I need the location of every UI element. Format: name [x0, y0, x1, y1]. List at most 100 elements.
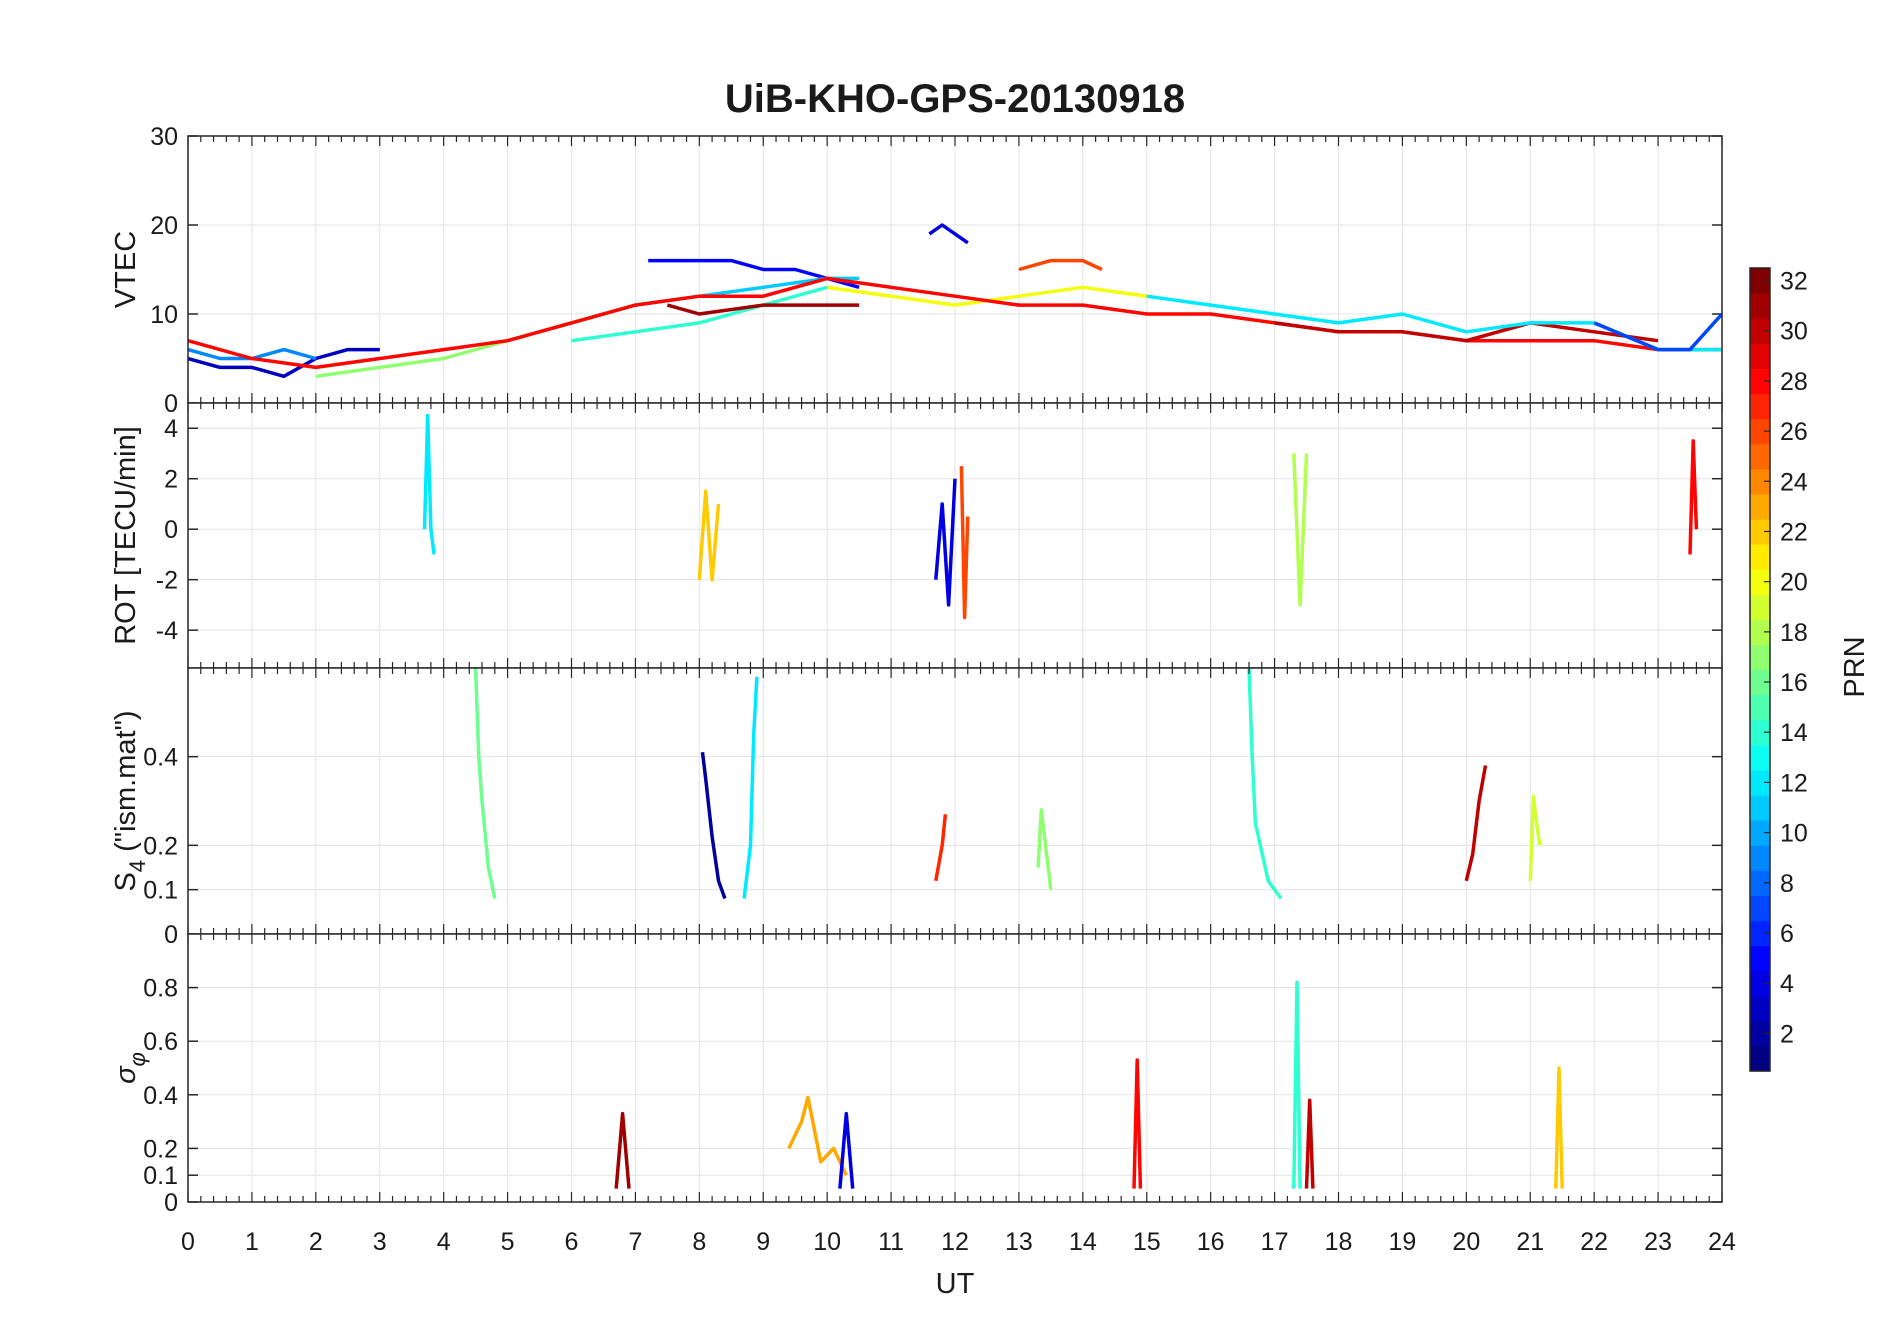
vtec-ylabel: VTEC: [110, 231, 142, 308]
colorbar-label: PRN: [1839, 636, 1871, 697]
vtec-series-prn-31: [666, 303, 860, 316]
colorbar-tick-label: 16: [1780, 669, 1808, 697]
vtec-series-prn-30: [1274, 321, 1659, 343]
sigma_phi-series-prn-14: [1292, 980, 1302, 1189]
colorbar-swatch-29: [1750, 343, 1770, 369]
vtec-ytick-label: 10: [150, 301, 178, 329]
vtec-series-prn-3: [188, 347, 380, 379]
rot-ytick-label: 2: [164, 466, 178, 494]
s4-series-prn-12: [742, 676, 759, 899]
rot-series-group: [422, 413, 1699, 620]
x-tick-label: 8: [692, 1228, 706, 1256]
colorbar-swatch-30: [1750, 318, 1770, 344]
s4-series-prn-19: [1528, 794, 1542, 881]
colorbar-swatch-25: [1750, 443, 1770, 470]
colorbar-tick-label: 6: [1780, 920, 1794, 948]
rot-series-prn-26: [959, 466, 970, 620]
colorbar-tick-label: 28: [1780, 368, 1808, 396]
s4-series-prn-16: [473, 668, 497, 899]
x-tick-label: 16: [1197, 1228, 1225, 1256]
s4-series-prn-27: [934, 814, 948, 882]
sigma_phi-ytick-label: 0.1: [143, 1162, 178, 1190]
colorbar-swatch-28: [1750, 368, 1770, 395]
colorbar-swatch-12: [1750, 769, 1770, 796]
s4-ytick-label: 0.2: [143, 832, 178, 860]
colorbar-swatch-8: [1750, 870, 1770, 896]
x-tick-label: 12: [941, 1228, 969, 1256]
colorbar-tick-label: 14: [1780, 719, 1808, 747]
x-tick-label: 2: [309, 1228, 323, 1256]
colorbar-tick-label: 12: [1780, 769, 1808, 797]
colorbar-tick-label: 2: [1780, 1020, 1794, 1048]
vtec-series-group: [188, 223, 1722, 379]
sigma_phi-ytick-label: 0.4: [143, 1082, 178, 1110]
colorbar-tick-label: 22: [1780, 518, 1808, 546]
colorbar-swatch-11: [1750, 794, 1770, 821]
sigma_phi-series-prn-23: [787, 1095, 848, 1176]
s4-series-prn-17: [1036, 808, 1053, 890]
colorbar-tick-label: 4: [1780, 970, 1794, 998]
vtec-ytick-label: 30: [150, 123, 178, 151]
x-tick-label: 6: [565, 1228, 579, 1256]
colorbar-swatch-6: [1750, 920, 1770, 947]
s4-ylabel: S4 ("ism.mat"): [110, 710, 150, 891]
s4-ytick-label: 0: [164, 921, 178, 949]
x-tick-label: 19: [1389, 1228, 1417, 1256]
x-tick-label: 18: [1325, 1228, 1353, 1256]
vtec-series-prn-14: [571, 285, 828, 343]
colorbar-swatch-24: [1750, 468, 1770, 495]
x-tick-label: 15: [1133, 1228, 1161, 1256]
colorbar-tick-label: 26: [1780, 418, 1808, 446]
panel-sigma_phi: 00.10.2 0.4 0.6 0.8 σφ: [110, 933, 1723, 1217]
sigma_phi-ytick-label: 0.2: [143, 1135, 178, 1163]
colorbar-swatch-16: [1750, 669, 1770, 696]
sigma_phi-axes-frame: [187, 933, 1723, 1203]
colorbar-tick-label: 8: [1780, 870, 1794, 898]
panel-s4: 0 0.1 0.2 0.4S4 ("ism.mat"): [110, 667, 1723, 949]
x-tick-label: 3: [373, 1228, 387, 1256]
colorbar-swatch-21: [1750, 544, 1770, 570]
colorbar-swatch-7: [1750, 895, 1770, 922]
rot-ytick-label: -2: [156, 567, 178, 595]
x-tick-label: 24: [1708, 1228, 1736, 1256]
sigma_phi-series-prn-31: [614, 1111, 631, 1189]
colorbar-swatch-4: [1750, 970, 1770, 997]
colorbar-swatch-9: [1750, 845, 1770, 871]
s4-series-prn-2: [700, 751, 727, 900]
s4-series-prn-14: [1247, 668, 1283, 900]
colorbar-swatch-22: [1750, 518, 1770, 545]
x-tick-label: 7: [628, 1228, 642, 1256]
colorbar-swatch-18: [1750, 619, 1770, 646]
chart-title: UiB-KHO-GPS-20130918: [725, 77, 1185, 121]
x-tick-label: 17: [1261, 1228, 1289, 1256]
s4-ytick-label: 0.1: [143, 877, 178, 905]
sigma_phi-series-prn-22: [1554, 1066, 1564, 1189]
rot-ytick-label: -4: [156, 617, 178, 645]
rot-series-prn-4: [934, 478, 957, 607]
x-tick-label: 9: [756, 1228, 770, 1256]
x-tick-label: 0: [181, 1228, 195, 1256]
colorbar-tick-label: 30: [1780, 318, 1808, 346]
sigma_phi-ytick-label: 0: [164, 1189, 178, 1217]
rot-ytick-label: 0: [164, 516, 178, 544]
colorbar-swatch-13: [1750, 744, 1770, 771]
colorbar-swatch-17: [1750, 644, 1770, 671]
s4-series-group: [473, 668, 1542, 900]
x-tick-label: 10: [813, 1228, 841, 1256]
colorbar-swatch-5: [1750, 945, 1770, 972]
colorbar-swatch-3: [1750, 995, 1770, 1022]
colorbar-frame: [1749, 267, 1771, 1072]
colorbar-swatch-2: [1750, 1020, 1770, 1047]
colorbar-swatch-27: [1750, 393, 1770, 420]
x-tick-label: 14: [1069, 1228, 1097, 1256]
rot-ytick-label: 4: [164, 415, 178, 443]
colorbar-swatch-15: [1750, 694, 1770, 721]
x-tick-label: 1: [245, 1228, 259, 1256]
vtec-ytick-label: 0: [164, 390, 178, 418]
sigma_phi-series-prn-28: [1132, 1058, 1143, 1189]
vtec-series-prn-26: [1018, 258, 1103, 272]
rot-ylabel: ROT [TECU/min]: [110, 426, 142, 645]
